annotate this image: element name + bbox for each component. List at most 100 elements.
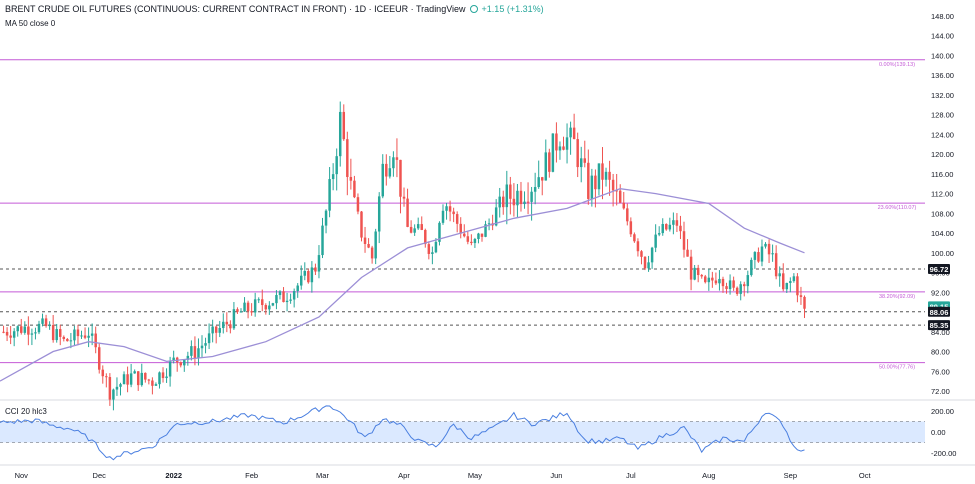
x-axis-tick-label: May xyxy=(468,471,482,480)
candle-body xyxy=(675,220,679,226)
x-axis-tick-label: Aug xyxy=(702,471,715,480)
candle-body xyxy=(739,284,742,294)
price-label-box xyxy=(928,264,950,275)
candle-body xyxy=(73,329,76,341)
chart-title: BRENT CRUDE OIL FUTURES (CONTINUOUS: CUR… xyxy=(5,4,466,14)
candle-body xyxy=(789,281,792,283)
candle-body xyxy=(105,376,108,378)
candle-body xyxy=(122,374,126,385)
candle-body xyxy=(23,326,27,333)
candle-body xyxy=(650,247,654,263)
y-axis-tick-label: 92.00 xyxy=(931,288,950,297)
candle-body xyxy=(523,201,526,205)
candle-body xyxy=(445,206,448,211)
candle-body xyxy=(594,175,597,190)
candle-body xyxy=(115,386,119,390)
candle-body xyxy=(289,299,292,301)
candle-body xyxy=(183,359,186,366)
candle-body xyxy=(622,202,625,209)
candle-body xyxy=(388,168,392,177)
candle-body xyxy=(725,286,728,290)
candle-body xyxy=(541,177,544,181)
eye-icon[interactable] xyxy=(469,5,478,13)
candle-body xyxy=(611,179,615,191)
candle-body xyxy=(342,111,346,140)
candle-body xyxy=(626,208,629,222)
candle-body xyxy=(597,163,601,190)
candle-body xyxy=(363,237,367,244)
candle-body xyxy=(62,336,66,340)
y-axis-tick-label: 120.00 xyxy=(931,150,954,159)
candle-body xyxy=(165,376,168,379)
y-axis-tick-label: 100.00 xyxy=(931,249,954,258)
candle-body xyxy=(796,276,799,296)
candle-body xyxy=(87,335,90,338)
candle-body xyxy=(661,224,664,234)
x-axis-tick-label: Dec xyxy=(93,471,107,480)
y-axis-tick-label: 124.00 xyxy=(931,130,954,139)
candle-body xyxy=(282,291,285,303)
y-axis-tick-label: 132.00 xyxy=(931,91,954,100)
price-label-text: 88.06 xyxy=(930,308,949,317)
candle-body xyxy=(533,187,537,192)
candle-body xyxy=(324,210,328,226)
candle-body xyxy=(558,146,562,151)
candle-body xyxy=(353,180,356,198)
candle-body xyxy=(356,197,360,212)
candle-body xyxy=(51,325,55,341)
candle-body xyxy=(746,275,750,287)
candle-body xyxy=(232,309,236,329)
candle-body xyxy=(5,331,9,336)
candle-body xyxy=(59,329,62,337)
candle-body xyxy=(349,176,353,181)
x-axis-tick-label: Mar xyxy=(316,471,329,480)
candle-body xyxy=(633,234,636,242)
candle-body xyxy=(484,224,487,237)
candle-body xyxy=(583,158,587,163)
y-axis-tick-label: 84.00 xyxy=(931,328,950,337)
candle-body xyxy=(328,179,331,211)
candle-body xyxy=(590,175,594,199)
candle-body xyxy=(253,299,257,313)
candle-body xyxy=(292,291,296,300)
candle-body xyxy=(774,253,778,277)
candle-body xyxy=(587,162,590,199)
candle-body xyxy=(799,295,803,297)
candle-body xyxy=(385,163,388,177)
x-axis-tick-label: Oct xyxy=(859,471,872,480)
candle-body xyxy=(696,267,700,276)
candle-body xyxy=(243,302,246,312)
candle-body xyxy=(30,333,34,335)
x-axis-tick-label: 2022 xyxy=(165,471,182,480)
candle-body xyxy=(604,171,608,180)
candle-body xyxy=(672,220,675,225)
candle-body xyxy=(310,267,314,283)
candle-body xyxy=(572,127,576,140)
candle-body xyxy=(778,273,781,277)
candle-body xyxy=(544,152,548,181)
fib-level-label: 38.20%(92.09) xyxy=(879,294,915,300)
candle-body xyxy=(555,133,558,151)
price-label-text: 85.35 xyxy=(930,321,949,330)
candle-body xyxy=(406,198,409,227)
candle-body xyxy=(448,206,452,212)
candle-body xyxy=(767,243,771,255)
candle-body xyxy=(236,309,239,312)
candle-body xyxy=(530,191,533,202)
candle-body xyxy=(367,243,370,248)
candle-body xyxy=(34,332,37,334)
y-axis-tick-label: 80.00 xyxy=(931,348,950,357)
candle-body xyxy=(654,234,657,248)
candle-body xyxy=(615,190,618,192)
candle-body xyxy=(427,244,431,254)
y-axis-tick-label: 104.00 xyxy=(931,229,954,238)
candle-body xyxy=(76,329,80,337)
candle-body xyxy=(402,196,406,199)
candle-body xyxy=(335,156,338,175)
candle-body xyxy=(707,277,711,283)
candle-body xyxy=(519,190,523,205)
x-axis-tick-label: Feb xyxy=(245,471,258,480)
cci-axis-tick-label: 200.00 xyxy=(931,407,954,416)
price-label-box xyxy=(928,320,950,331)
candle-body xyxy=(399,159,402,197)
